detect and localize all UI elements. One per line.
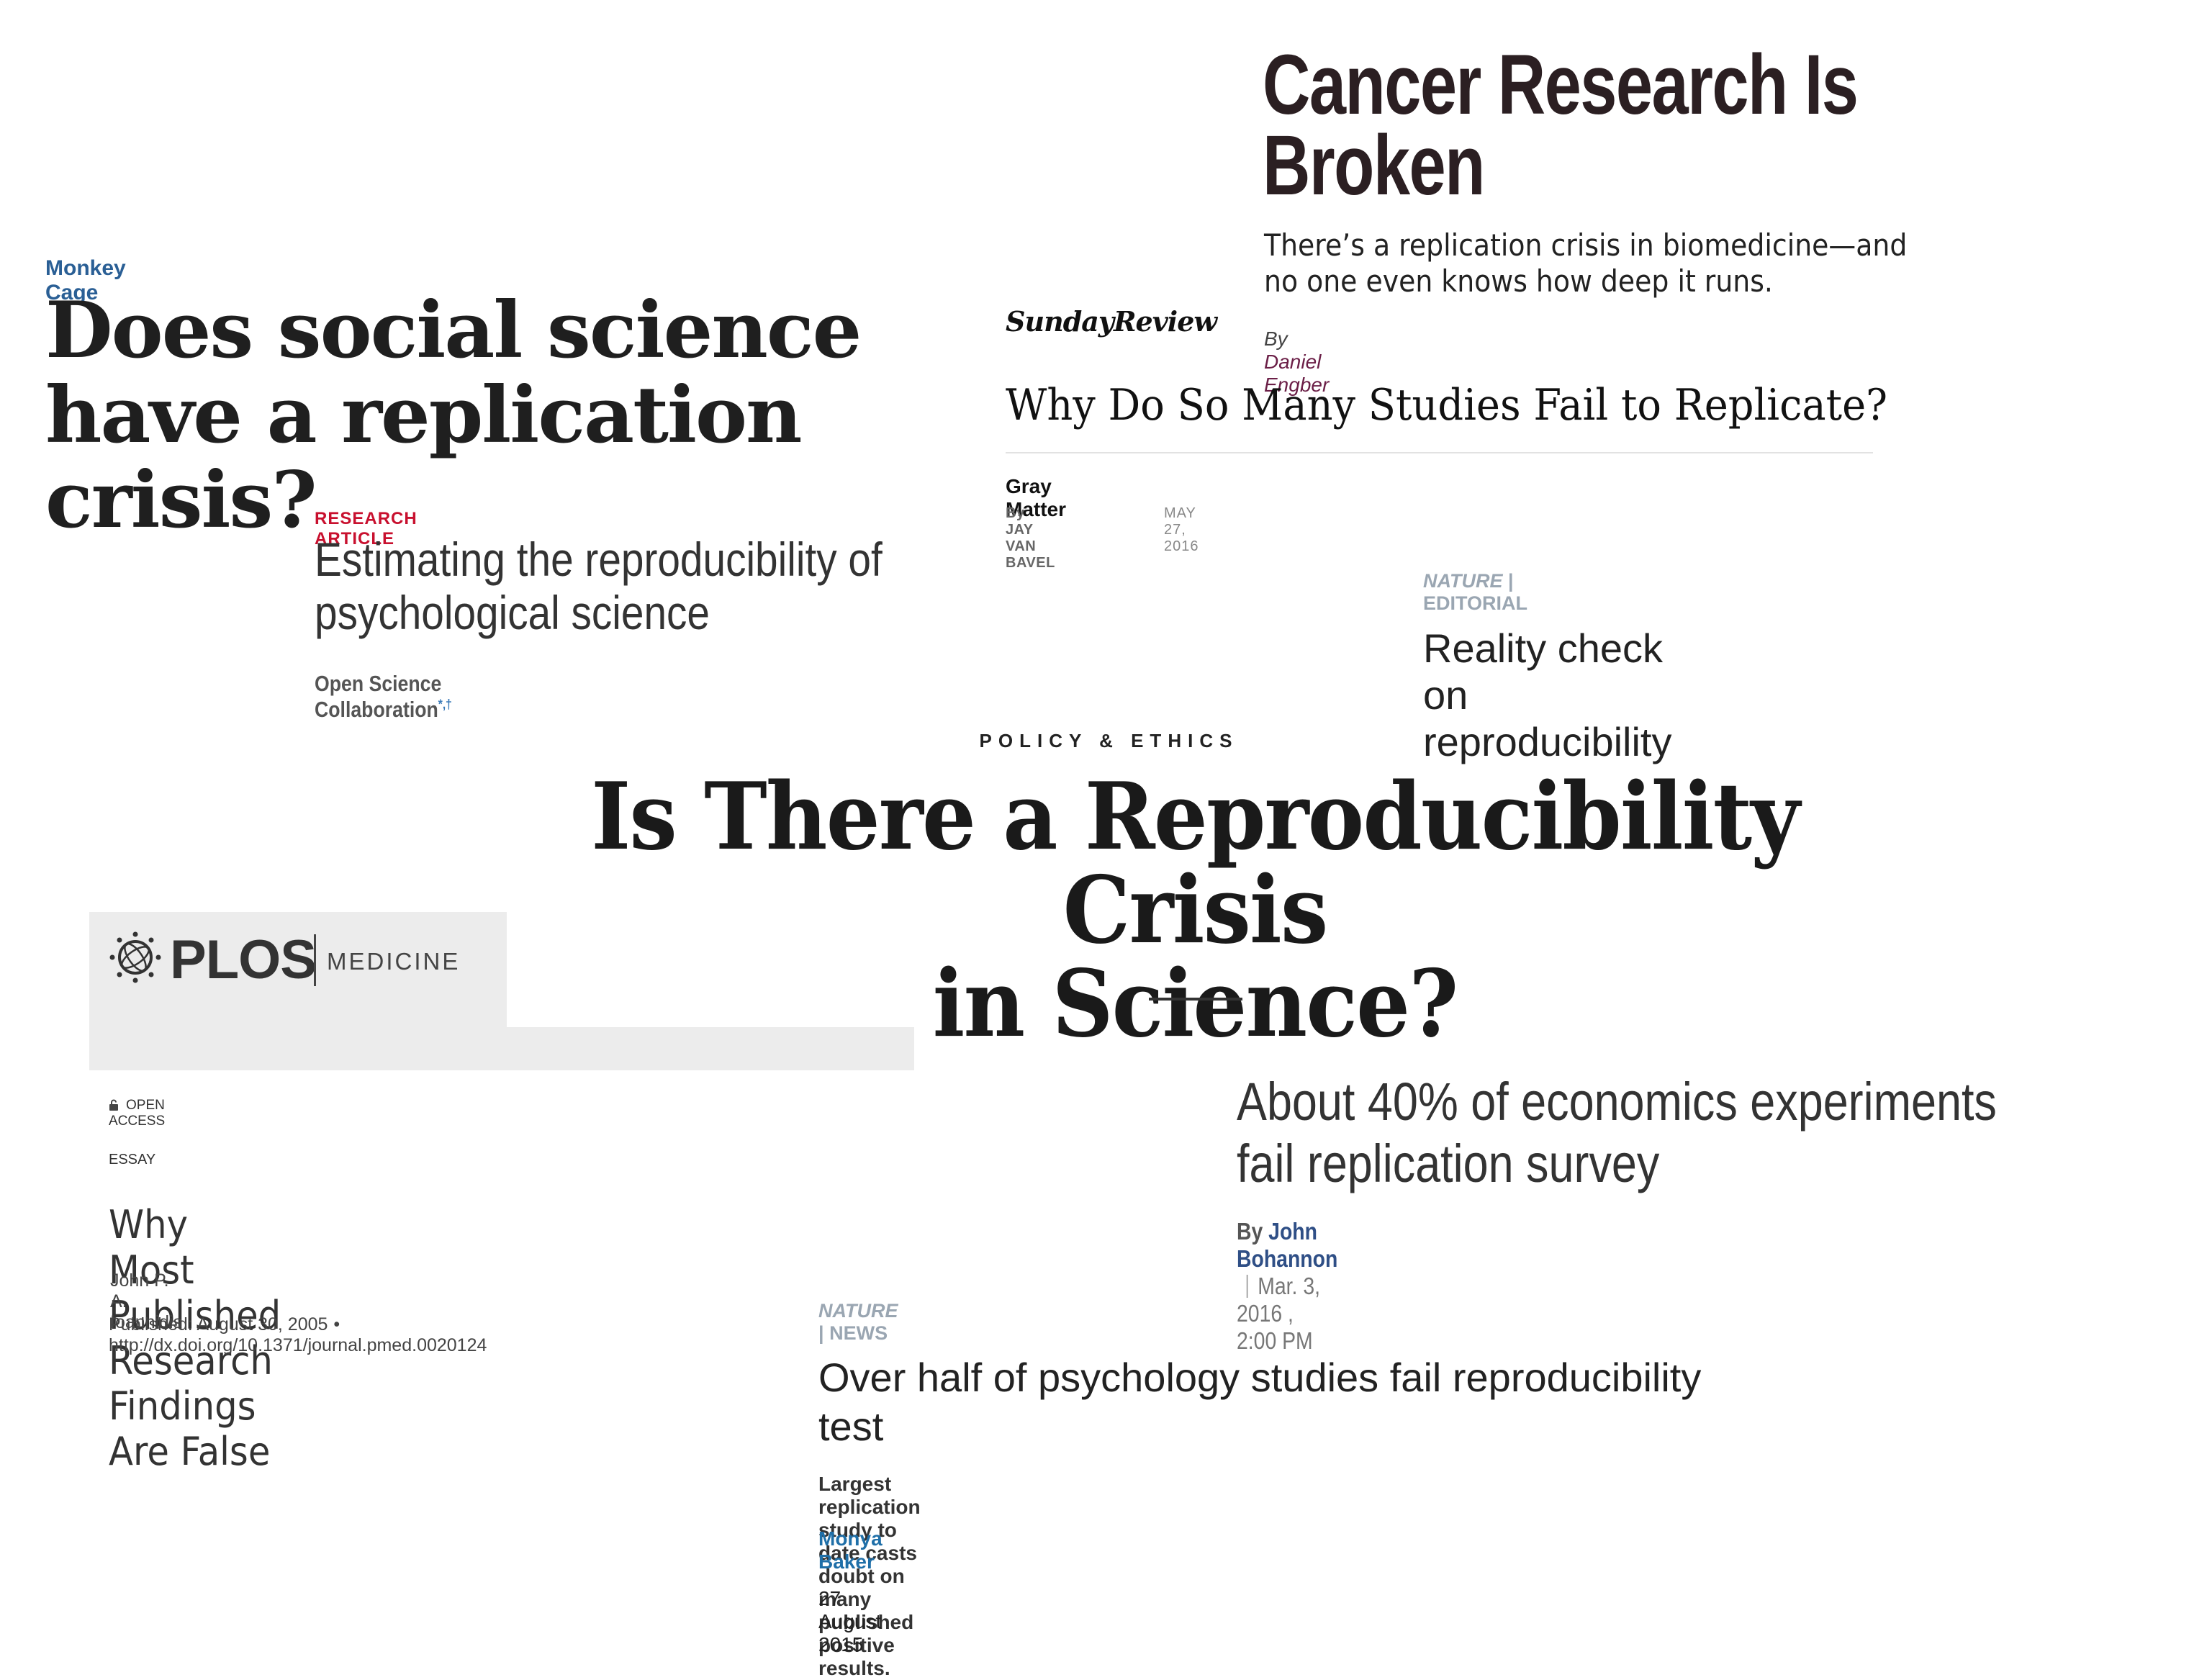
nature-news-author-link[interactable]: Monya Baker [818, 1527, 883, 1573]
plos-article-title[interactable]: Why Most Published Research Findings Are… [109, 1202, 281, 1474]
nature-section-label[interactable]: EDITORIAL [1423, 592, 1528, 614]
nature-journal-label[interactable]: NATURE [818, 1300, 898, 1322]
plos-author[interactable]: John P. A. Ioannidis [110, 1270, 183, 1332]
plos-logo-divider [314, 934, 316, 986]
econ-date: Mar. 3, 2016 , 2:00 PM [1237, 1273, 1320, 1354]
slate-dek: There’s a replication crisis in biomedic… [1264, 227, 1908, 299]
econ-headline[interactable]: About 40% of economics experiments fail … [1237, 1072, 1997, 1193]
nyt-headline[interactable]: Why Do So Many Studies Fail to Replicate… [1006, 380, 1888, 430]
science-author-name[interactable]: Open Science Collaboration [315, 671, 442, 722]
slate-by-prefix: By [1264, 328, 1288, 350]
plos-globe-icon [109, 931, 161, 983]
science-article-author[interactable]: Open Science Collaboration*,† [315, 671, 452, 723]
slate-author-link[interactable]: Daniel Engber [1264, 351, 1330, 396]
econ-author-link[interactable]: John Bohannon [1237, 1218, 1338, 1272]
plos-published-date: Published: August 30, 2005 [109, 1314, 328, 1334]
econ-by-prefix: By [1237, 1218, 1263, 1245]
plos-header-band [89, 1027, 914, 1070]
nature-news-date: 27 August 2015 [818, 1587, 882, 1656]
econ-byline: By John BohannonMar. 3, 2016 , 2:00 PM [1237, 1218, 1337, 1355]
plos-article-type: ESSAY [109, 1152, 156, 1168]
science-article-type: RESEARCH ARTICLE [315, 509, 418, 548]
unlocked-padlock-icon [109, 1099, 118, 1111]
nyt-column-name[interactable]: Gray Matter [1006, 475, 1067, 520]
open-access-badge: OPEN ACCESS [109, 1098, 165, 1129]
open-access-label: OPEN ACCESS [109, 1098, 166, 1129]
nature-journal-label[interactable]: NATURE [1423, 570, 1503, 592]
science-article-title[interactable]: Estimating the reproducibility of psycho… [315, 533, 883, 639]
kicker-separator: | [1508, 570, 1514, 592]
slate-byline: By Daniel Engber [1264, 328, 1329, 397]
nature-news-headline[interactable]: Over half of psychology studies fail rep… [818, 1355, 1702, 1449]
nyt-date: MAY 27, 2016 [1164, 505, 1199, 554]
plos-journal-name[interactable]: MEDICINE [327, 948, 461, 975]
byline-separator [1246, 1275, 1248, 1298]
plos-publication-info: Published: August 30, 2005 •http://dx.doi… [109, 1314, 487, 1356]
slate-headline[interactable]: Cancer Research Is Broken [1263, 37, 1859, 213]
nature-editorial-headline[interactable]: Reality check on reproducibility [1423, 626, 1672, 764]
wapo-section-kicker[interactable]: Monkey Cage [45, 256, 126, 304]
headline-line-2: in Science? [932, 950, 1459, 1058]
science-author-marks[interactable]: *,† [438, 697, 452, 712]
headline-line-1: Is There a Reproducibility Crisis [591, 763, 1800, 965]
nature-section-label[interactable]: NEWS [829, 1322, 888, 1344]
policy-ethics-kicker[interactable]: POLICY & ETHICS [979, 730, 1239, 751]
plos-header-banner [89, 912, 507, 1027]
headline-underline [1149, 998, 1242, 1001]
nyt-byline[interactable]: By JAY VAN BAVEL [1006, 505, 1055, 571]
nyt-divider [1006, 452, 1873, 453]
plos-logo-wordmark[interactable]: PLOS [170, 929, 317, 990]
nature-editorial-kicker: NATURE | EDITORIAL [1423, 570, 1527, 615]
wapo-headline[interactable]: Does social science have a replication c… [45, 285, 862, 546]
nyt-sunday-review-logo[interactable]: SundayReview [1006, 305, 1217, 338]
nature-news-kicker: NATURE | NEWS [818, 1300, 898, 1345]
kicker-separator: | [818, 1322, 824, 1344]
policy-ethics-headline[interactable]: Is There a Reproducibility Crisis in Scie… [493, 770, 1897, 1051]
plos-doi-link[interactable]: http://dx.doi.org/10.1371/journal.pmed.0… [109, 1335, 487, 1355]
bullet-separator: • [333, 1314, 340, 1334]
